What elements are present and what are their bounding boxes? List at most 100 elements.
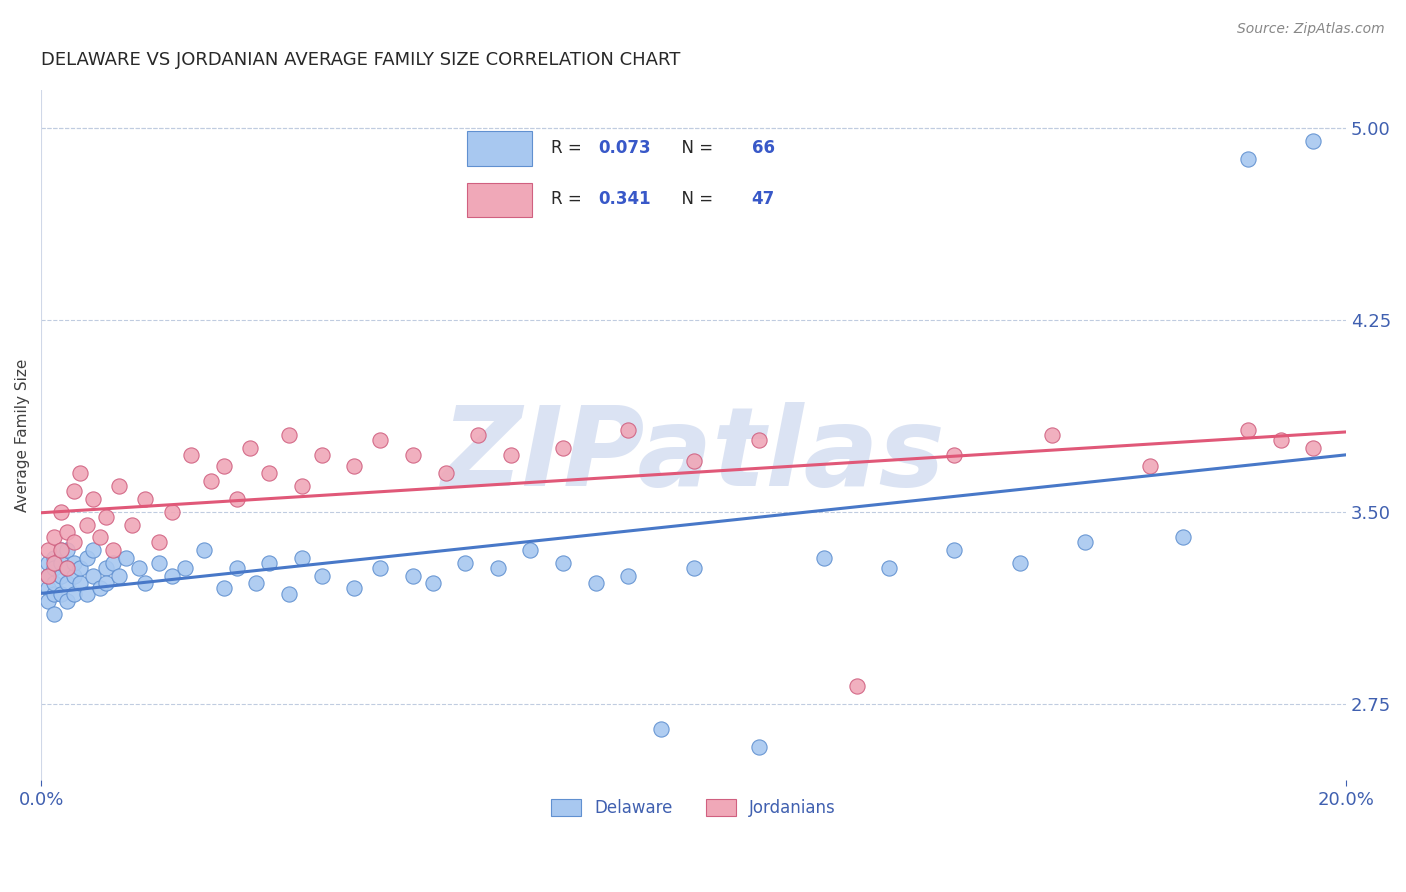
Point [1008,556,1031,570]
Point [617,568,640,582]
Point [311,568,333,582]
Point [62,568,84,582]
Point [62,484,84,499]
Point [49,543,72,558]
Point [422,576,444,591]
Text: DELAWARE VS JORDANIAN AVERAGE FAMILY SIZE CORRELATION CHART: DELAWARE VS JORDANIAN AVERAGE FAMILY SIZ… [41,51,681,69]
Point [44,561,66,575]
Point [89,582,111,596]
Point [115,550,138,565]
Point [108,479,131,493]
Point [37,543,59,558]
Point [291,479,314,493]
Point [37,568,59,582]
Point [239,441,262,455]
Point [160,568,183,582]
Point [1302,441,1324,455]
Point [467,428,489,442]
Point [56,543,79,558]
Point [943,543,966,558]
Point [486,561,509,575]
Point [291,550,314,565]
Point [69,467,91,481]
Point [343,458,366,473]
Point [56,525,79,540]
Point [845,679,868,693]
Point [62,556,84,570]
Point [1237,152,1260,166]
Point [454,556,477,570]
Point [56,561,79,575]
Point [748,433,770,447]
Point [225,561,247,575]
Point [37,594,59,608]
Point [1302,134,1324,148]
Point [1139,458,1161,473]
Point [49,505,72,519]
Point [434,467,457,481]
Point [44,530,66,544]
Point [82,491,104,506]
Point [551,441,574,455]
Legend: Delaware, Jordanians: Delaware, Jordanians [544,792,842,824]
Point [311,449,333,463]
Point [1237,423,1260,437]
Point [212,458,235,473]
Text: ZIPatlas: ZIPatlas [441,402,945,509]
Point [49,586,72,600]
Point [134,576,156,591]
Point [76,586,98,600]
Point [76,550,98,565]
Point [56,576,79,591]
Point [49,543,72,558]
Point [96,509,118,524]
Point [1270,433,1292,447]
Point [585,576,607,591]
Point [212,582,235,596]
Point [943,449,966,463]
Point [56,561,79,575]
Text: Source: ZipAtlas.com: Source: ZipAtlas.com [1237,22,1385,37]
Point [37,582,59,596]
Point [1074,535,1097,549]
Point [44,607,66,621]
Point [62,586,84,600]
Point [877,561,900,575]
Point [69,576,91,591]
Point [62,535,84,549]
Point [44,586,66,600]
Point [37,556,59,570]
Point [128,561,150,575]
Point [551,556,574,570]
Point [49,568,72,582]
Point [96,576,118,591]
Point [278,586,301,600]
Point [193,543,215,558]
Point [402,568,425,582]
Point [499,449,522,463]
Point [682,453,704,467]
Point [69,561,91,575]
Point [160,505,183,519]
Point [180,449,202,463]
Point [134,491,156,506]
Point [96,561,118,575]
Point [56,594,79,608]
Point [343,582,366,596]
Point [108,568,131,582]
Point [225,491,247,506]
Point [82,543,104,558]
Point [148,556,170,570]
Point [748,739,770,754]
Point [37,568,59,582]
Point [49,556,72,570]
Point [370,433,392,447]
Point [82,568,104,582]
Point [44,576,66,591]
Point [1040,428,1063,442]
Point [259,467,281,481]
Point [1171,530,1194,544]
Point [402,449,425,463]
Point [245,576,267,591]
Point [519,543,541,558]
